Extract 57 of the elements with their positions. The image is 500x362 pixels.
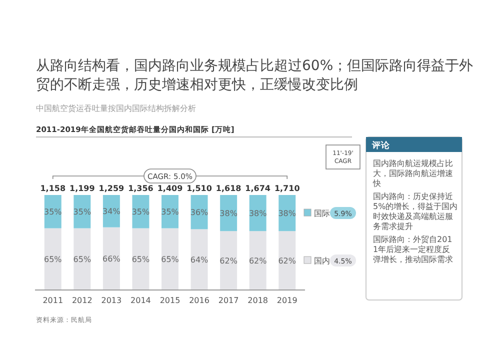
bar [44, 228, 62, 290]
data-label: 62% [278, 256, 296, 266]
bar [278, 195, 296, 232]
data-label: 38% [278, 209, 296, 218]
bar [162, 195, 178, 228]
chart-title: 从路向结构看，国内路向业务规模占比超过60%；但国际路向得益于外贸的不断走强，历史增速相对更快，正缓慢改变比例 [36, 58, 474, 93]
annotation: 1,674 [245, 184, 271, 193]
data-label: 62% [248, 256, 268, 266]
x-tick-label: 2019 [276, 296, 298, 305]
annotation: 1,409 [157, 184, 184, 193]
data-label: 38% [220, 209, 238, 218]
data-label: 65% [73, 255, 92, 264]
data-label: 66% [102, 254, 121, 264]
x-tick-label: 2015 [160, 296, 180, 305]
text: 评论 [371, 140, 391, 151]
bar [44, 195, 62, 228]
data-label: 65% [132, 255, 150, 264]
legend-label: 国际 [314, 209, 330, 218]
x-tick-label: 2014 [130, 296, 151, 305]
data-label: 35% [161, 208, 180, 217]
x-tick-label: 2016 [189, 296, 210, 305]
data-label: 38% [248, 209, 268, 218]
legend-label: 国内 [314, 256, 330, 266]
data-label: 65% [44, 255, 62, 264]
text: 国内路向：历史保持近5%的增长，得益于国内时效快递及高端航运服务需求提升 [373, 192, 458, 231]
bar [278, 231, 296, 290]
data-label: 34% [102, 207, 121, 216]
annotation: 1,158 [40, 184, 66, 193]
annotation: 1,199 [70, 184, 96, 193]
bar [220, 231, 238, 290]
data-label: 65% [161, 255, 180, 264]
bar [102, 227, 120, 290]
x-tick-label: 2011 [42, 296, 64, 305]
data-label: 62% [220, 256, 238, 266]
annotation: 1,710 [274, 184, 300, 193]
annotation: 1,510 [186, 184, 212, 193]
bar [249, 231, 266, 290]
text: 国内路向航运规模占比大，国际路向航运增速快 [372, 159, 453, 188]
data-label: 64% [190, 256, 209, 265]
bar [102, 195, 120, 228]
x-tick-label: 2018 [248, 296, 268, 305]
bar [74, 228, 91, 290]
annotation: 1,356 [128, 184, 154, 193]
x-tick-label: 2013 [101, 296, 122, 305]
bar [162, 228, 178, 290]
x-tick-label: 2017 [218, 296, 239, 305]
bar [190, 229, 208, 290]
bar [249, 195, 266, 232]
text: 国际路向：外贸自2011年后迎来一定程度反弹增长，推动国际需求 [373, 235, 453, 264]
bar [220, 195, 238, 232]
chart-subtitle: 中国航空货运吞吐量按国内国际结构拆解分析 [36, 104, 196, 113]
bar [132, 228, 150, 290]
annotation: 1,618 [216, 184, 242, 193]
data-label: 36% [190, 208, 209, 218]
data-label: 35% [44, 208, 62, 217]
x-tick-label: 2012 [72, 296, 92, 305]
annotation: 1,259 [98, 184, 125, 193]
